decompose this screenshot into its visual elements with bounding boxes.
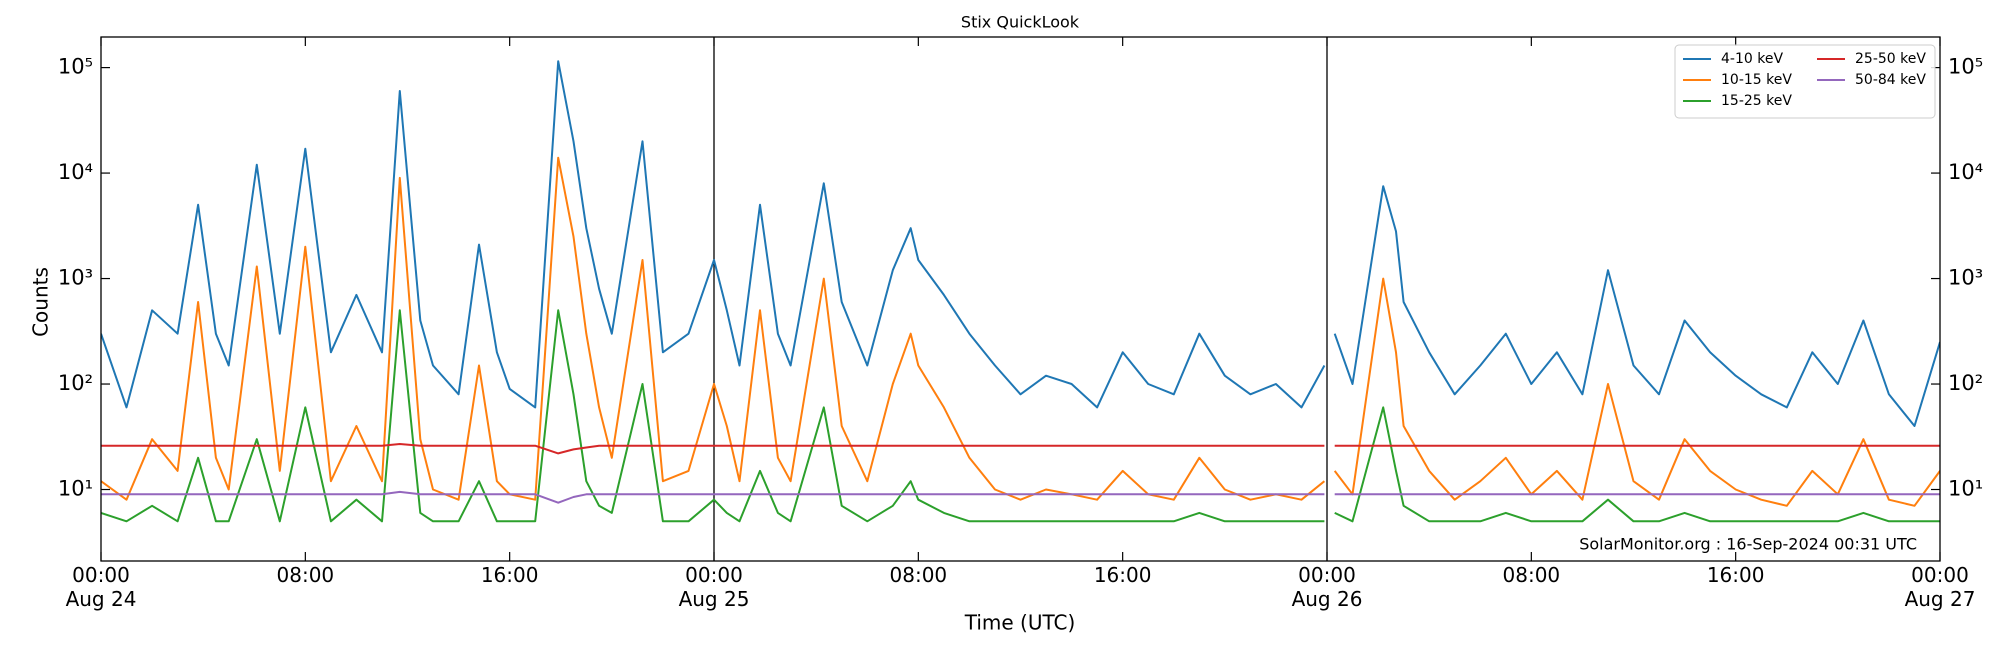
- y-tick-label-right: 10²: [1948, 371, 1983, 395]
- x-tick-label: 00:00 Aug 27: [1904, 563, 1976, 611]
- plot-lines: [101, 60, 1940, 523]
- y-tick-label-right: 10⁴: [1948, 160, 1983, 184]
- y-tick-label-right: 10⁵: [1948, 55, 1983, 79]
- y-tick-label: 10⁴: [58, 160, 93, 184]
- x-tick-label: 00:00 Aug 26: [1291, 563, 1363, 611]
- x-tick-label: 08:00: [1502, 563, 1561, 587]
- y-tick-label: 10³: [58, 266, 93, 290]
- y-tick-label: 10²: [58, 371, 93, 395]
- series-line: [101, 156, 1940, 507]
- y-tick-label-right: 10¹: [1948, 477, 1983, 501]
- x-tick-label: 16:00: [480, 563, 539, 587]
- x-axis-label: Time (UTC): [964, 611, 1076, 635]
- x-tick-label: 00:00 Aug 24: [65, 563, 137, 611]
- legend-label: 50-84 keV: [1855, 72, 1926, 88]
- y-tick-label: 10¹: [58, 477, 93, 501]
- x-tick-label: 00:00 Aug 25: [678, 563, 750, 611]
- y-tick-label-right: 10³: [1948, 266, 1983, 290]
- x-tick-label: 08:00: [889, 563, 948, 587]
- legend-label: 10-15 keV: [1721, 72, 1792, 88]
- plot-frame: [100, 36, 1941, 562]
- x-tick-label: 08:00: [276, 563, 335, 587]
- series-line: [101, 60, 1940, 427]
- series-line: [101, 490, 1940, 504]
- y-axis-label: Counts: [29, 267, 53, 337]
- x-tick-label: 16:00: [1706, 563, 1765, 587]
- legend-label: 15-25 keV: [1721, 93, 1792, 109]
- series-line: [101, 443, 1940, 455]
- legend-box: [1674, 44, 1936, 119]
- y-tick-label: 10⁵: [58, 55, 93, 79]
- legend-label: 4-10 keV: [1721, 51, 1783, 67]
- x-tick-label: 16:00: [1093, 563, 1152, 587]
- annotation: SolarMonitor.org : 16-Sep-2024 00:31 UTC: [1579, 535, 1917, 554]
- legend-label: 25-50 keV: [1855, 51, 1926, 67]
- chart-title: Stix QuickLook: [961, 13, 1080, 32]
